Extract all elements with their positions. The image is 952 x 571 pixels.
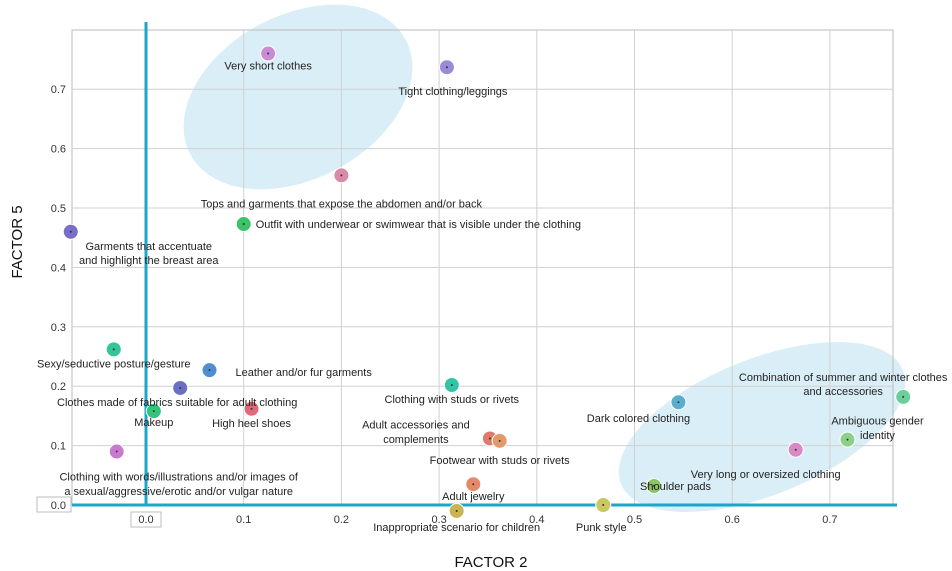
y-tick-label: 0.5	[51, 203, 66, 215]
axes	[72, 22, 897, 507]
x-tick-label: 0.2	[334, 514, 349, 526]
data-point-center	[242, 223, 245, 226]
gridlines	[71, 29, 894, 506]
point-label: Clothing with words/illustrations and/or…	[59, 472, 298, 498]
x-tick-label: 0.3	[431, 514, 446, 526]
cluster-highlights	[183, 4, 906, 512]
point-label: Combination of summer and winter clothes…	[739, 372, 948, 398]
data-point-center	[653, 484, 656, 487]
data-point-center	[488, 437, 491, 440]
data-point-center	[69, 230, 72, 233]
data-point-center	[498, 439, 501, 442]
data-point-center	[179, 386, 182, 389]
point-label: Leather and/or fur garments	[236, 367, 373, 379]
point-label: Tops and garments that expose the abdome…	[201, 198, 483, 210]
data-point-center	[902, 395, 905, 398]
point-label: Sexy/seductive posture/gesture	[37, 358, 190, 370]
point-label: Tight clothing/leggings	[398, 86, 508, 98]
data-point-center	[208, 369, 211, 372]
data-point-center	[455, 509, 458, 512]
y-tick-label: 0.2	[51, 381, 66, 393]
tick-labels: 0.0 0.1 0.2 0.3 0.4 0.5 0.6 0.7 0.0 0.1 0.2 0.3 0.4 0…	[36, 84, 838, 528]
point-label: Adult jewelry	[442, 491, 505, 503]
data-point-center	[250, 407, 253, 410]
x-tick-label: 0.7	[822, 514, 837, 526]
data-point-center	[445, 66, 448, 69]
point-label: Very short clothes	[224, 61, 312, 73]
data-point-center	[602, 504, 605, 506]
point-label: Adult accessories and complements	[362, 419, 470, 445]
y-tick-label: 0.6	[51, 144, 66, 156]
y-axis-title: FACTOR 5	[9, 205, 26, 278]
point-label: Very long or oversized clothing	[691, 469, 841, 481]
x-tick-label: 0.4	[529, 514, 544, 526]
data-point-center	[340, 174, 343, 177]
data-point-center	[152, 410, 155, 413]
data-point-center	[450, 384, 453, 387]
y-tick-label: 0.0	[51, 500, 66, 512]
x-axis-title: FACTOR 2	[454, 554, 527, 571]
point-label: Clothes made of fabrics suitable for adu…	[57, 397, 297, 409]
cluster-ellipse-top	[183, 4, 413, 190]
data-point-center	[267, 52, 270, 55]
y-tick-label: 0.7	[51, 84, 66, 96]
y-tick-label: 0.1	[51, 441, 66, 453]
x-zero-box	[130, 511, 162, 528]
point-label: Inappropriate scenario for children	[373, 522, 540, 534]
x-tick-label: 0.1	[236, 514, 251, 526]
data-points	[62, 45, 912, 519]
point-label: Punk style	[576, 522, 627, 534]
point-label: Dark colored clothing	[587, 413, 690, 425]
y-tick-label: 0.4	[51, 262, 66, 274]
point-label: High heel shoes	[212, 418, 291, 430]
data-point-center	[472, 483, 475, 486]
x-tick-label: 0.0	[138, 514, 153, 526]
y-zero-box	[36, 496, 72, 513]
point-labels: Very short clothes Tight clothing/legging…	[37, 61, 948, 534]
point-label: Clothing with studs or rivets	[385, 394, 520, 406]
x-tick-label: 0.5	[627, 514, 642, 526]
point-label: Outfit with underwear or swimwear that i…	[256, 219, 581, 231]
data-point-center	[846, 438, 849, 441]
point-label: Garments that accentuate and highlight th…	[79, 241, 219, 267]
data-point-center	[112, 348, 115, 351]
cluster-ellipse-right	[618, 342, 906, 512]
point-label: Makeup	[134, 417, 173, 429]
point-label: Footwear with studs or rivets	[430, 455, 570, 467]
x-tick-label: 0.6	[725, 514, 740, 526]
point-label: Ambiguous gender identity	[831, 416, 924, 442]
data-point-center	[677, 401, 680, 404]
data-point-center	[794, 448, 797, 451]
y-tick-label: 0.3	[51, 322, 66, 334]
data-point-center	[115, 450, 118, 453]
point-label: Shoulder pads	[640, 481, 711, 493]
